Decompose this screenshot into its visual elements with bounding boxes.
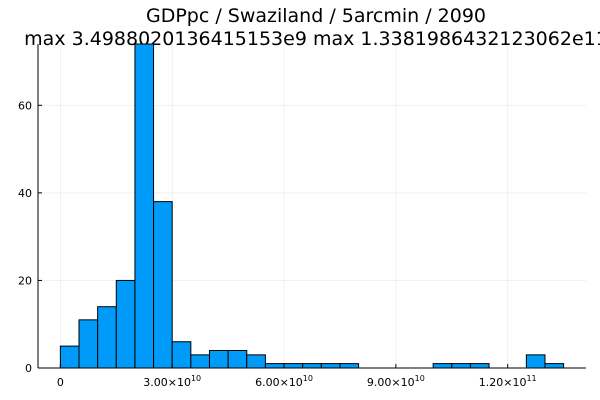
histogram-bar-9 bbox=[227, 349, 248, 369]
x-tick-label-4: 1.20×1011 bbox=[479, 374, 537, 389]
histogram-bar-6 bbox=[171, 341, 192, 369]
histogram-bar-10 bbox=[246, 354, 266, 369]
x-tick-exponent-2: 10 bbox=[303, 374, 313, 383]
histogram-bar-22 bbox=[469, 363, 490, 369]
histogram-bar-20 bbox=[432, 363, 453, 369]
y-tick-label-1: 20 bbox=[18, 274, 32, 287]
x-tick-exponent-3: 10 bbox=[415, 374, 425, 383]
y-tick-label-0: 0 bbox=[25, 362, 32, 375]
x-tick-label-0: 0 bbox=[57, 376, 64, 389]
y-tick-label-3: 60 bbox=[18, 99, 32, 112]
histogram-bar-11 bbox=[264, 363, 285, 369]
histogram-bar-1 bbox=[78, 319, 99, 369]
histogram-bar-2 bbox=[97, 306, 117, 369]
x-tick-exponent-1: 10 bbox=[191, 374, 201, 383]
x-tick-exponent-4: 11 bbox=[526, 374, 536, 383]
histogram-bar-5 bbox=[153, 201, 173, 369]
histogram-bar-12 bbox=[283, 363, 304, 369]
histogram-bar-15 bbox=[339, 363, 360, 369]
histogram-bar-7 bbox=[190, 354, 210, 369]
histogram-bar-4 bbox=[134, 43, 155, 369]
x-tick-label-2: 6.00×1010 bbox=[255, 374, 313, 389]
histogram-bar-0 bbox=[59, 345, 80, 369]
bars-layer bbox=[59, 43, 565, 369]
histogram-bar-14 bbox=[320, 363, 341, 369]
chart-subtitle: max 3.4988020136415153e9 max 1.338198643… bbox=[24, 28, 600, 50]
histogram-bar-25 bbox=[525, 354, 546, 369]
histogram-bar-3 bbox=[115, 279, 136, 369]
axes-layer bbox=[37, 44, 586, 369]
x-tick-labels: 0 3.00×1010 6.00×1010 9.00×1010 1.20×1011 bbox=[57, 374, 537, 389]
histogram-bar-26 bbox=[544, 363, 565, 369]
chart-title: GDPpc / Swaziland / 5arcmin / 2090 bbox=[146, 5, 486, 27]
histogram-bar-13 bbox=[302, 363, 322, 369]
y-tick-label-2: 40 bbox=[18, 187, 32, 200]
x-tick-label-1: 3.00×1010 bbox=[143, 374, 201, 389]
x-tick-label-3: 9.00×1010 bbox=[367, 374, 425, 389]
y-tick-labels: 0 20 40 60 bbox=[18, 99, 32, 375]
histogram-bar-21 bbox=[451, 363, 471, 369]
histogram-bar-8 bbox=[208, 349, 229, 369]
